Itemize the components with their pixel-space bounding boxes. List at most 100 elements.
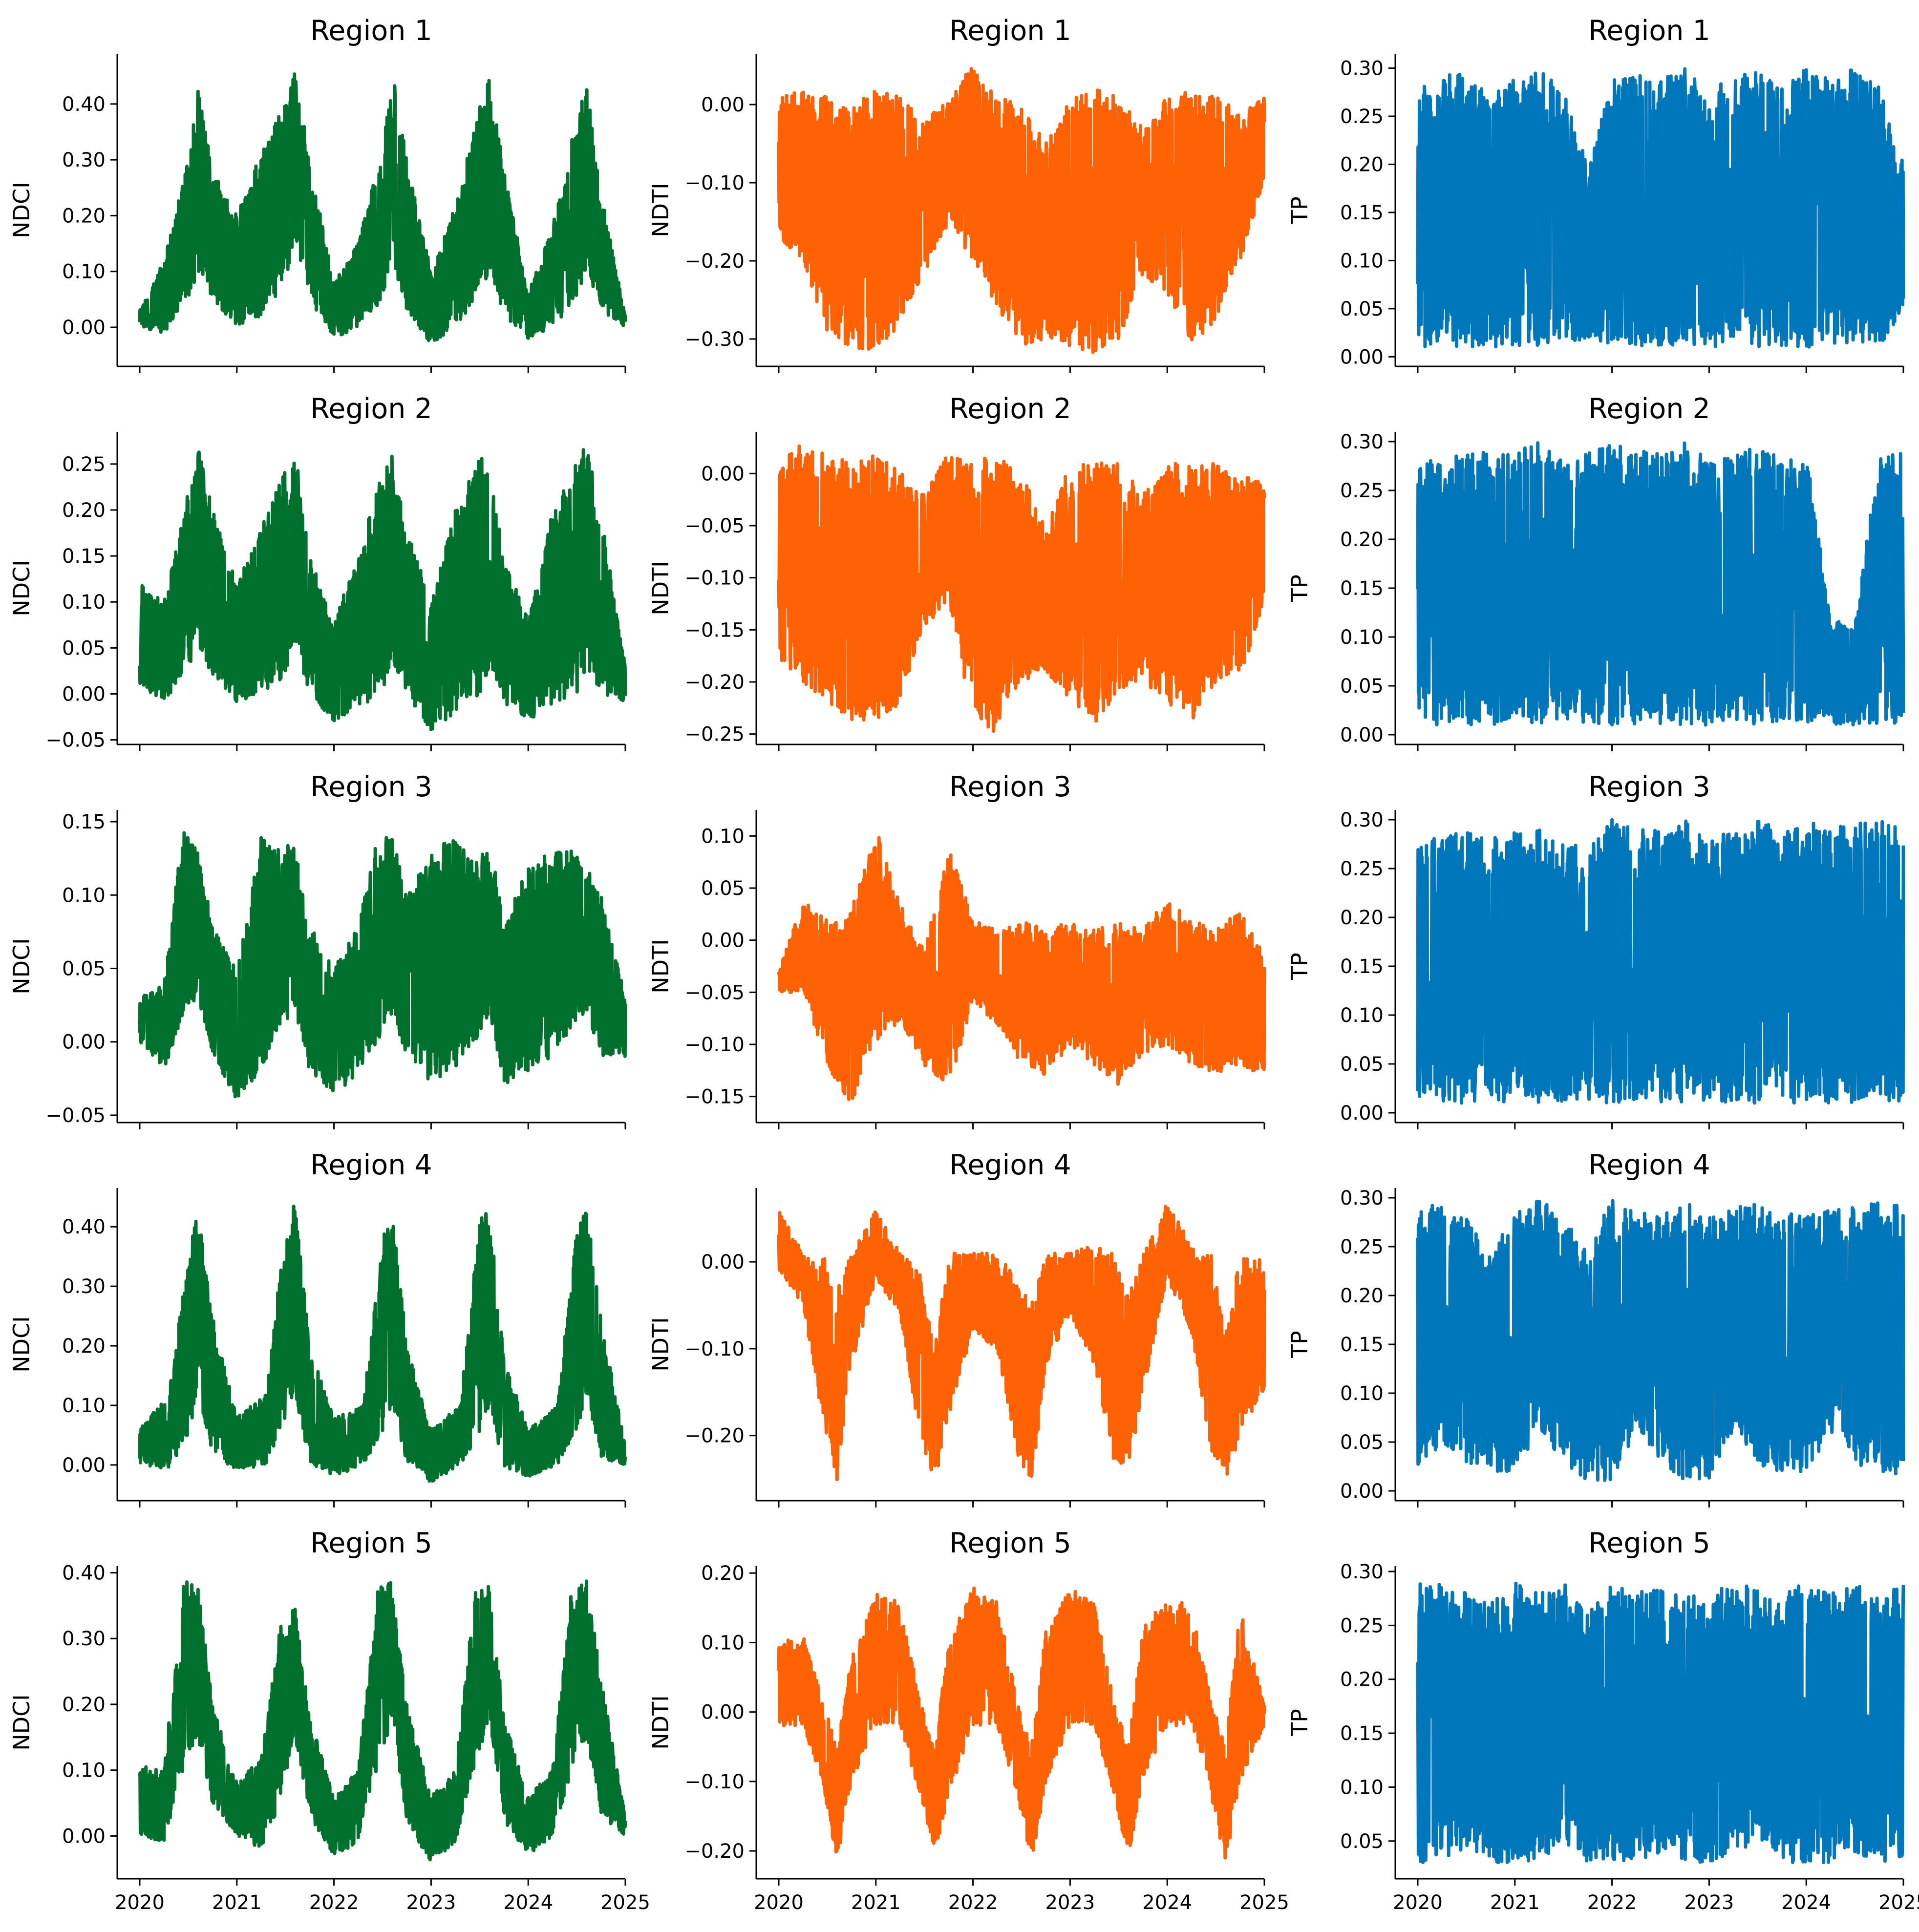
x-tick-label: 2020 <box>115 1891 165 1914</box>
y-tick-label: 0.15 <box>62 811 106 833</box>
panel-title: Region 5 <box>310 1527 432 1559</box>
panel-r2-ndti: Region 2 NDTI −0.25 −0.20 −0.15 −0.10 −0.05 0.0… <box>647 393 1266 751</box>
y-tick-label: −0.10 <box>684 1338 745 1360</box>
x-tick-label: 2020 <box>1393 1891 1443 1914</box>
x-tick-label: 2024 <box>1781 1891 1831 1914</box>
y-tick-label: 0.00 <box>701 930 745 952</box>
y-tick-label: −0.05 <box>684 515 745 537</box>
y-axis-label: NDCI <box>8 1694 35 1751</box>
panel-r3-ndci: Region 3 NDCI −0.05 0.00 0.05 0.10 0.15 <box>8 771 627 1129</box>
y-axis-label: NDTI <box>647 939 674 994</box>
y-tick-label: −0.15 <box>684 619 745 641</box>
y-tick-label: 0.10 <box>1340 1004 1384 1027</box>
x-tick-label: 2021 <box>212 1891 262 1914</box>
y-tick-label: 0.20 <box>62 1694 106 1716</box>
x-tick-label: 2021 <box>1490 1891 1540 1914</box>
x-tick-label: 2021 <box>851 1891 901 1914</box>
series-line <box>138 1205 627 1483</box>
y-tick-label: 0.00 <box>62 683 106 705</box>
y-tick-label: 0.15 <box>62 545 106 568</box>
x-tick-label: 2020 <box>754 1891 804 1914</box>
x-tick-label: 2022 <box>948 1891 998 1914</box>
y-tick-label: 0.00 <box>62 317 106 339</box>
y-tick-label: 0.20 <box>1340 153 1384 176</box>
y-tick-label: 0.00 <box>701 1251 745 1274</box>
y-tick-label: 0.40 <box>62 1562 106 1584</box>
series-line <box>777 836 1266 1101</box>
panel-r5-ndti: Region 5 NDTI −0.20 −0.10 0.00 0.10 0.20 2020 20… <box>647 1527 1289 1914</box>
series-line <box>777 67 1266 354</box>
y-tick-label: 0.10 <box>62 1395 106 1417</box>
y-tick-label: 0.15 <box>1340 1334 1384 1356</box>
y-tick-label: 0.10 <box>1340 1776 1384 1799</box>
y-axis-label: TP <box>1286 1331 1313 1359</box>
series-line <box>1416 441 1905 727</box>
y-tick-label: 0.30 <box>1340 1561 1384 1583</box>
y-tick-label: 0.00 <box>701 463 745 485</box>
y-tick-label: −0.20 <box>684 1840 745 1863</box>
y-tick-label: 0.05 <box>1340 675 1384 698</box>
y-axis-label: NDCI <box>8 1316 35 1373</box>
panel-title: Region 3 <box>1588 771 1710 803</box>
y-tick-label: −0.05 <box>45 1104 106 1127</box>
panel-title: Region 2 <box>310 393 432 425</box>
panel-r1-ndti: Region 1 NDTI 0.00 −0.10 −0.20 −0.30 <box>647 15 1266 373</box>
y-tick-label: 0.05 <box>1340 1431 1384 1454</box>
panel-title: Region 5 <box>1588 1527 1710 1559</box>
panel-title: Region 3 <box>949 771 1071 803</box>
y-tick-label: 0.10 <box>701 1632 745 1654</box>
x-tick-label: 2023 <box>406 1891 456 1914</box>
y-tick-label: 0.00 <box>62 1825 106 1847</box>
y-tick-label: 0.20 <box>1340 1669 1384 1691</box>
x-tick-label: 2023 <box>1045 1891 1095 1914</box>
y-tick-label: −0.30 <box>684 328 745 351</box>
series-line <box>1416 1581 1905 1865</box>
panel-r4-ndti: Region 4 NDTI 0.00 −0.10 −0.20 <box>647 1149 1266 1507</box>
series-line <box>138 72 627 342</box>
y-tick-label: 0.10 <box>1340 250 1384 272</box>
y-axis-label: NDCI <box>8 560 35 616</box>
y-tick-label: 0.40 <box>62 93 106 116</box>
y-tick-label: 0.00 <box>1340 346 1384 368</box>
y-tick-label: 0.10 <box>62 884 106 907</box>
panel-r5-tp: Region 5 TP 0.05 0.10 0.15 0.20 0.25 0.30 2020 20… <box>1286 1527 1919 1914</box>
y-tick-label: 0.30 <box>62 1275 106 1298</box>
series-line <box>138 831 627 1099</box>
y-tick-label: 0.15 <box>1340 577 1384 600</box>
y-tick-label: 0.30 <box>1340 58 1384 80</box>
panel-r3-ndti: Region 3 NDTI −0.15 −0.10 −0.05 0.00 0.05 0.10 <box>647 771 1266 1129</box>
series-line <box>1416 1199 1905 1482</box>
x-tick-label: 2023 <box>1684 1891 1734 1914</box>
series-line <box>777 1586 1266 1860</box>
series-line <box>138 1579 627 1862</box>
panel-title: Region 4 <box>1588 1149 1710 1181</box>
panel-r2-tp: Region 2 TP 0.00 0.05 0.10 0.15 0.20 0.25 0.30 <box>1286 393 1905 751</box>
x-tick-label: 2025 <box>600 1891 650 1914</box>
y-tick-label: 0.10 <box>1340 1382 1384 1405</box>
panel-title: Region 5 <box>949 1527 1071 1559</box>
y-tick-label: −0.10 <box>684 1771 745 1793</box>
panel-title: Region 2 <box>1588 393 1710 425</box>
panel-r2-ndci: Region 2 NDCI −0.05 0.00 0.05 0.10 0.15 0.20 0.2… <box>8 393 627 752</box>
y-tick-label: 0.30 <box>62 149 106 171</box>
y-tick-label: 0.10 <box>62 1760 106 1782</box>
y-tick-label: −0.10 <box>684 567 745 590</box>
y-axis-label: NDTI <box>647 1695 674 1750</box>
y-tick-label: −0.25 <box>684 723 745 746</box>
y-tick-label: −0.10 <box>684 172 745 194</box>
y-tick-label: −0.15 <box>684 1086 745 1108</box>
y-tick-label: −0.20 <box>684 671 745 694</box>
y-tick-label: 0.20 <box>62 205 106 227</box>
y-axis-label: NDTI <box>647 183 674 237</box>
y-axis-label: NDCI <box>8 938 35 995</box>
y-tick-label: 0.00 <box>1340 724 1384 746</box>
y-axis-label: TP <box>1286 574 1313 602</box>
y-tick-label: 0.10 <box>1340 626 1384 649</box>
y-tick-label: 0.15 <box>1340 1722 1384 1745</box>
y-tick-label: 0.20 <box>62 499 106 522</box>
panel-r4-ndci: Region 4 NDCI 0.00 0.10 0.20 0.30 0.40 <box>8 1149 627 1507</box>
y-axis-label: TP <box>1286 1709 1313 1737</box>
y-axis-label: TP <box>1286 196 1313 224</box>
y-tick-label: 0.25 <box>1340 480 1384 502</box>
